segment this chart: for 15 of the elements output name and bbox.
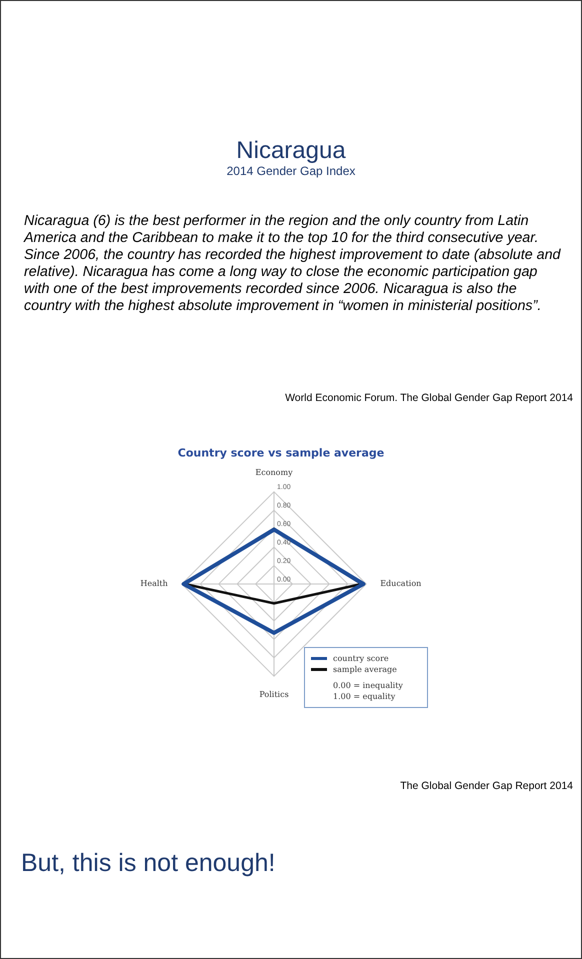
text: World Economic Forum. The Global Gender Gap Report 2014 xyxy=(285,392,573,404)
text: 0.00 = inequality xyxy=(332,680,404,691)
text: The Global Gender Gap Report 2014 xyxy=(400,780,573,792)
spoke-label: Politics xyxy=(259,690,289,700)
spoke-label: Health xyxy=(140,579,168,588)
chart-title: Country score vs sample average xyxy=(178,446,384,460)
text: Nicaragua (6) is the best performer in the region and the only country from Latin America and the Caribbean to make it to the top 10 for the third consecutive year. Since 2006, the country has recorded the highest improvement to date (absolute and relative). Nicaragua has come a long way to close the economic participation gap with one of the best improvements recorded since 2006. Nicaragua is also the country with the highest absolute improvement in “women in ministerial positions”. xyxy=(24,213,562,315)
text: But, this is not enough! xyxy=(21,849,276,878)
legend-label: sample average xyxy=(333,665,397,674)
text: Nicaragua xyxy=(235,137,347,165)
legend-label: country score xyxy=(333,654,389,663)
text: 1.00 = equality xyxy=(332,691,396,702)
spoke-label: Education xyxy=(380,579,422,588)
text: 2014 Gender Gap Index xyxy=(226,164,356,178)
spoke-label: Economy xyxy=(255,468,294,478)
